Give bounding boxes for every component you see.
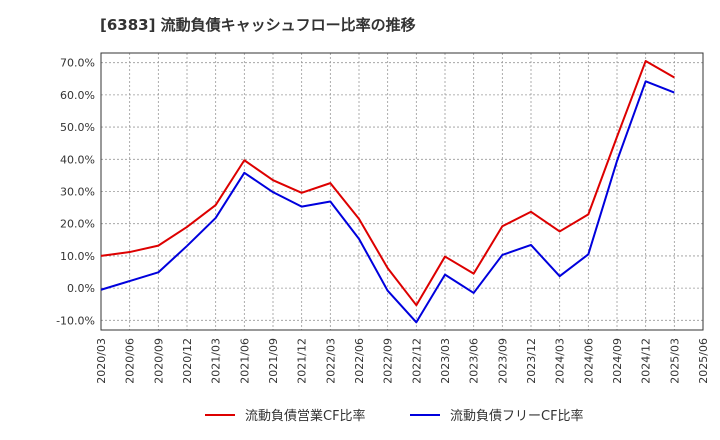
x-tick-label: 2023/09: [496, 338, 509, 384]
legend-label-1: 流動負債営業CF比率: [245, 408, 366, 424]
series-line-1: [100, 60, 675, 307]
y-tick-label: 0.0%: [67, 282, 95, 295]
x-tick-label: 2022/09: [382, 338, 395, 384]
x-tick-label: 2024/03: [554, 338, 567, 384]
x-tick-label: 2020/03: [95, 338, 108, 384]
x-tick-label: 2024/06: [582, 338, 595, 384]
x-tick-label: 2024/09: [611, 338, 624, 384]
y-tick-label: 10.0%: [60, 250, 95, 263]
y-tick-label: 70.0%: [60, 57, 95, 70]
x-tick-label: 2023/06: [468, 338, 481, 384]
x-tick-label: 2020/12: [181, 338, 194, 384]
x-tick-label: 2025/06: [697, 338, 710, 384]
x-tick-label: 2021/03: [210, 338, 223, 384]
x-tick-label: 2021/12: [296, 338, 309, 384]
chart-title: [6383] 流動負債キャッシュフロー比率の推移: [100, 16, 416, 34]
y-tick-label: 60.0%: [60, 89, 95, 102]
x-tick-label: 2021/09: [267, 338, 280, 384]
x-tick-label: 2022/06: [353, 338, 366, 384]
y-tick-label: 30.0%: [60, 186, 95, 199]
plot-frame: [100, 52, 704, 331]
series-line-2: [100, 80, 675, 324]
x-tick-label: 2022/03: [324, 338, 337, 384]
legend-label-2: 流動負債フリーCF比率: [450, 408, 584, 424]
x-tick-label: 2020/09: [152, 338, 165, 384]
plot-area: -10.0% 0.0% 10.0% 20.0% 30.0% 40.0% 50.0% 60.0%…: [56, 52, 710, 384]
y-tick-label: 40.0%: [60, 153, 95, 166]
x-tick-label: 2021/06: [238, 338, 251, 384]
legend: 流動負債営業CF比率 流動負債フリーCF比率: [205, 408, 584, 424]
y-tick-label: 50.0%: [60, 121, 95, 134]
x-tick-label: 2025/03: [668, 338, 681, 384]
x-tick-label: 2020/06: [124, 338, 137, 384]
y-tick-label: 20.0%: [60, 218, 95, 231]
y-tick-label: -10.0%: [56, 314, 95, 327]
x-tick-label: 2023/12: [525, 338, 538, 384]
x-tick-label: 2022/12: [410, 338, 423, 384]
x-tick-label: 2024/12: [640, 338, 653, 384]
x-tick-label: 2023/03: [439, 338, 452, 384]
